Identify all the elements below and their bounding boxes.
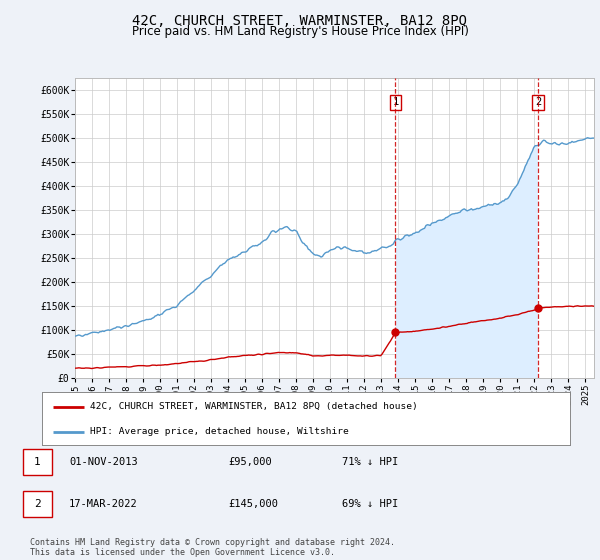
Text: 17-MAR-2022: 17-MAR-2022 [69,499,138,509]
Text: 71% ↓ HPI: 71% ↓ HPI [342,457,398,467]
Text: £95,000: £95,000 [228,457,272,467]
Text: 1: 1 [34,457,41,467]
Text: 42C, CHURCH STREET, WARMINSTER, BA12 8PQ: 42C, CHURCH STREET, WARMINSTER, BA12 8PQ [133,14,467,28]
Text: 01-NOV-2013: 01-NOV-2013 [69,457,138,467]
Text: £145,000: £145,000 [228,499,278,509]
Text: 42C, CHURCH STREET, WARMINSTER, BA12 8PQ (detached house): 42C, CHURCH STREET, WARMINSTER, BA12 8PQ… [89,403,417,412]
Text: Contains HM Land Registry data © Crown copyright and database right 2024.
This d: Contains HM Land Registry data © Crown c… [30,538,395,557]
Text: 2: 2 [34,499,41,509]
Text: Price paid vs. HM Land Registry's House Price Index (HPI): Price paid vs. HM Land Registry's House … [131,25,469,38]
Text: 1: 1 [392,97,398,108]
Text: 2: 2 [535,97,541,108]
Text: HPI: Average price, detached house, Wiltshire: HPI: Average price, detached house, Wilt… [89,427,348,436]
Text: 69% ↓ HPI: 69% ↓ HPI [342,499,398,509]
